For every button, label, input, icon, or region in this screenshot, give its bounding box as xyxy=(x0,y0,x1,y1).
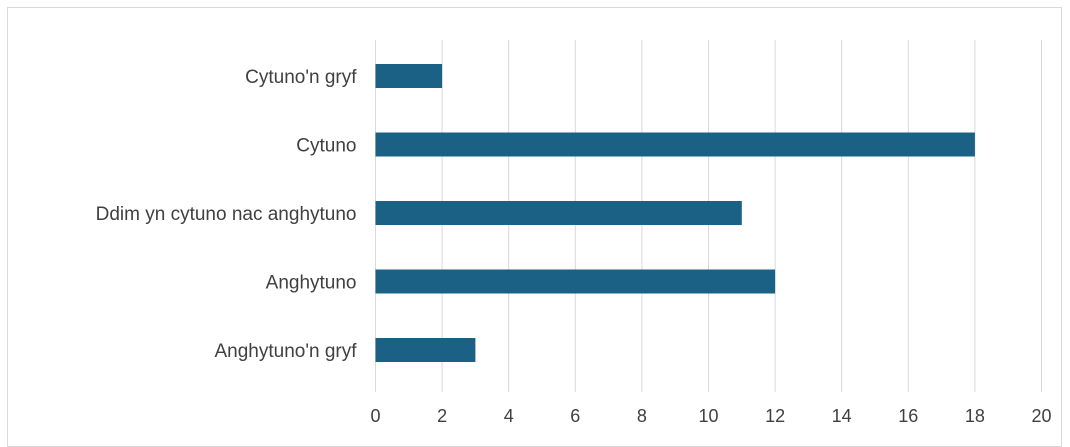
x-tick-label: 0 xyxy=(370,406,380,426)
category-label: Anghytuno'n gryf xyxy=(215,341,358,362)
category-labels: Cytuno'n gryf Cytuno Ddim yn cytuno nac an… xyxy=(96,67,358,362)
x-tick-label: 18 xyxy=(965,406,985,426)
bar-4 xyxy=(375,338,476,362)
bar-3 xyxy=(375,269,776,294)
x-tick-label: 10 xyxy=(698,406,718,426)
category-label: Ddim yn cytuno nac anghytuno xyxy=(96,204,357,225)
gridlines xyxy=(375,40,1042,392)
x-tick-label: 6 xyxy=(570,406,580,426)
bar-2 xyxy=(375,201,742,225)
x-tick-label: 4 xyxy=(504,406,514,426)
bar-0 xyxy=(375,64,443,88)
x-tick-label: 2 xyxy=(437,406,447,426)
x-tick-label: 16 xyxy=(898,406,918,426)
x-tick-label: 20 xyxy=(1031,406,1051,426)
category-label: Cytuno xyxy=(296,136,356,157)
x-tick-label: 8 xyxy=(637,406,647,426)
category-label: Anghytuno xyxy=(266,273,357,294)
bars xyxy=(375,64,975,362)
x-axis-tick-labels: 0 2 4 6 8 10 12 14 16 18 20 xyxy=(370,406,1051,426)
horizontal-bar-chart: Cytuno'n gryf Cytuno Ddim yn cytuno nac an… xyxy=(96,40,1052,426)
bar-1 xyxy=(375,132,975,157)
chart-frame xyxy=(7,7,1062,447)
x-tick-label: 12 xyxy=(765,406,785,426)
x-tick-label: 14 xyxy=(832,406,852,426)
category-label: Cytuno'n gryf xyxy=(245,67,357,88)
